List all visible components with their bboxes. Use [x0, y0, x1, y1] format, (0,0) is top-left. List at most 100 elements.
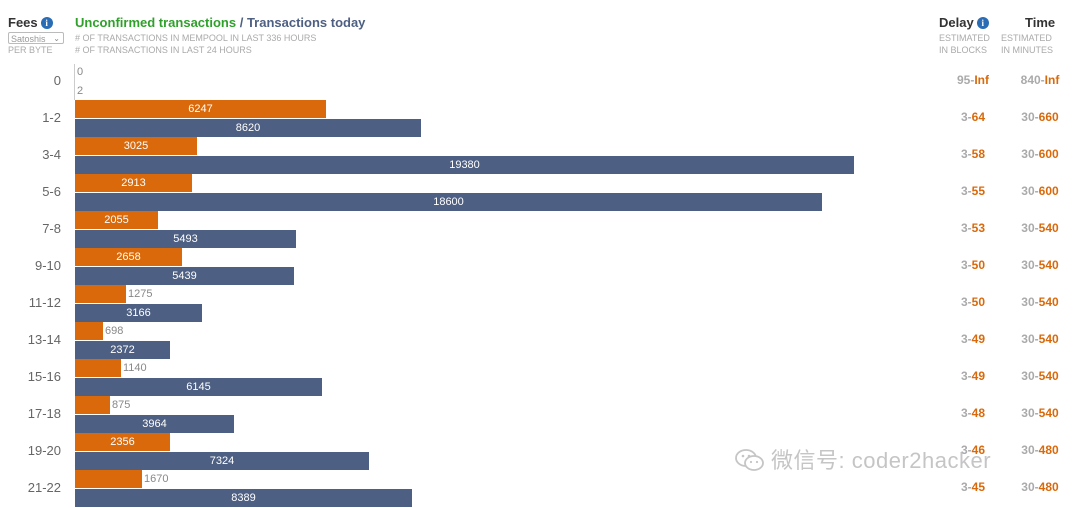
delay-estimate: 3-50	[960, 295, 986, 309]
chevron-down-icon: ⌄	[53, 34, 60, 43]
fee-range-label: 13-14	[27, 332, 61, 347]
fee-range-label: 19-20	[27, 443, 61, 458]
wechat-logo-icon	[735, 449, 764, 471]
today-value-label: 18600	[433, 196, 464, 208]
delay-min: 3	[960, 258, 968, 272]
unconfirmed-value-label: 2913	[121, 177, 146, 189]
unconfirmed-bar	[75, 174, 192, 192]
delay-max: 50	[971, 258, 986, 272]
time-min: 30	[1021, 443, 1035, 457]
delay-estimate: 3-64	[960, 110, 986, 124]
time-min: 30	[1021, 184, 1035, 198]
chart-axis-line	[74, 64, 75, 100]
delay-estimate: 3-45	[960, 480, 986, 494]
time-min: 840	[1020, 73, 1041, 87]
delay-max: 53	[971, 221, 986, 235]
time-estimate: 30-660	[1021, 110, 1059, 124]
unconfirmed-value-label: 6247	[188, 103, 213, 115]
unconfirmed-value-label: 1275	[128, 288, 153, 300]
delay-min: 3	[960, 406, 968, 420]
unit-select[interactable]: Satoshis ⌄	[8, 32, 64, 44]
unconfirmed-bar	[75, 433, 170, 451]
delay-estimate: 3-49	[960, 369, 986, 383]
delay-sub1: ESTIMATED	[939, 33, 990, 43]
unconfirmed-value-label: 875	[112, 399, 131, 411]
today-value-label: 5439	[172, 270, 197, 282]
watermark-text: 微信号: coder2hacker	[771, 448, 992, 473]
delay-estimate: 3-46	[960, 443, 986, 457]
today-value-label: 7324	[209, 455, 235, 467]
delay-title: Delay	[939, 15, 974, 30]
delay-min: 3	[960, 147, 968, 161]
time-estimate: 30-540	[1021, 406, 1059, 420]
today-bar	[75, 119, 421, 137]
per-byte-label: PER BYTE	[8, 45, 53, 55]
today-value-label: 2372	[110, 344, 135, 356]
delay-min: 3	[960, 443, 968, 457]
today-bar	[75, 378, 322, 396]
unconfirmed-bar	[75, 396, 110, 414]
delay-max: 46	[971, 443, 986, 457]
time-estimate: 30-480	[1021, 480, 1059, 494]
today-bar	[75, 489, 412, 507]
delay-max: 45	[971, 480, 986, 494]
delay-sub2: IN BLOCKS	[939, 45, 988, 55]
fee-range-label: 15-16	[27, 369, 61, 384]
unconfirmed-value-label: 1140	[123, 362, 147, 374]
delay-max: 49	[971, 369, 986, 383]
time-estimate: 840-Inf	[1020, 73, 1060, 87]
delay-info-icon[interactable]: i	[976, 17, 989, 29]
time-max: 600	[1038, 147, 1059, 161]
delay-max: 50	[971, 295, 986, 309]
time-estimate: 30-540	[1021, 221, 1059, 235]
delay-min: 3	[960, 221, 968, 235]
delay-min: 3	[960, 110, 968, 124]
time-min: 30	[1021, 369, 1035, 383]
unconfirmed-legend: Unconfirmed transactions	[75, 15, 237, 30]
time-min: 30	[1021, 221, 1035, 235]
unconfirmed-value-label: 2356	[110, 436, 135, 448]
fee-range-label: 0	[53, 73, 61, 88]
unconfirmed-bar	[75, 137, 197, 155]
fee-range-label: 7-8	[42, 221, 61, 236]
time-sub2: IN MINUTES	[1001, 45, 1054, 55]
delay-header: Delay i	[939, 15, 989, 30]
time-estimate: 30-540	[1021, 369, 1059, 383]
today-legend: Transactions today	[246, 15, 366, 30]
time-max: 540	[1038, 332, 1059, 346]
time-min: 30	[1021, 332, 1035, 346]
time-estimate: 30-600	[1021, 147, 1059, 161]
unconfirmed-value-label: 698	[105, 325, 124, 337]
today-bar	[75, 267, 294, 285]
legend-separator: /	[236, 15, 247, 30]
today-value-label: 8620	[235, 122, 261, 134]
unconfirmed-bar	[75, 359, 121, 377]
fees-info-icon[interactable]: i	[40, 17, 53, 29]
today-value-label: 8389	[231, 492, 256, 504]
time-min: 30	[1021, 406, 1035, 420]
unconfirmed-bar	[75, 285, 126, 303]
fee-range-label: 3-4	[42, 147, 61, 162]
fee-range-label: 17-18	[27, 406, 61, 421]
delay-min: 3	[960, 332, 968, 346]
today-bar	[75, 452, 369, 470]
delay-max: Inf	[974, 73, 990, 87]
today-bar	[75, 156, 854, 174]
delay-min: 3	[960, 295, 968, 309]
today-bar	[75, 304, 202, 322]
time-max: Inf	[1044, 73, 1060, 87]
fees-title: Fees	[8, 15, 38, 30]
today-bar	[75, 415, 234, 433]
time-min: 30	[1021, 258, 1035, 272]
time-max: 540	[1038, 221, 1059, 235]
delay-estimate: 3-53	[960, 221, 986, 235]
today-bar	[75, 230, 296, 248]
delay-estimate: 3-58	[960, 147, 986, 161]
time-max: 660	[1038, 110, 1059, 124]
today-value-label: 3964	[142, 418, 167, 430]
watermark: 微信号: coder2hacker	[735, 443, 991, 475]
today-subtitle: # OF TRANSACTIONS IN LAST 24 HOURS	[75, 45, 252, 55]
fee-range-label: 11-12	[28, 295, 61, 310]
delay-estimate: 95-Inf	[956, 73, 990, 87]
time-estimate: 30-540	[1021, 332, 1059, 346]
